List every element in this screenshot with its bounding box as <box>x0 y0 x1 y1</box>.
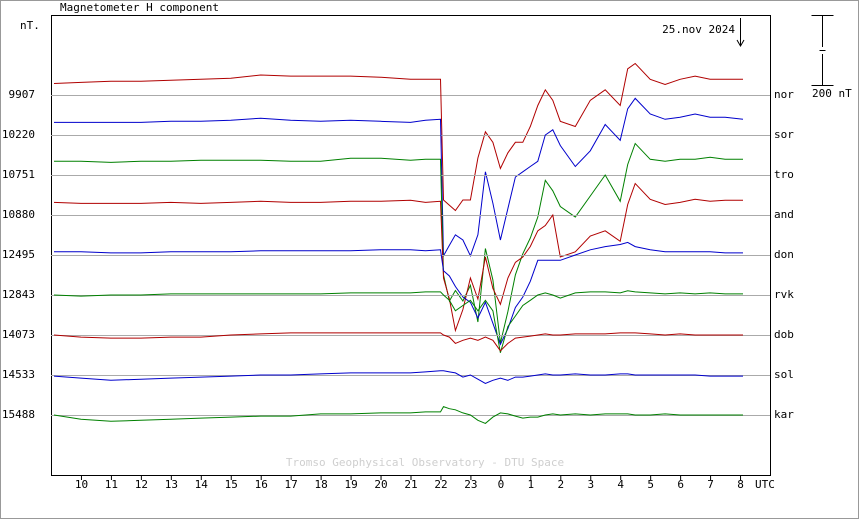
x-tick-label: 23 <box>464 478 477 491</box>
x-tick-label: 7 <box>707 478 714 491</box>
x-tick-label: 6 <box>677 478 684 491</box>
station-trace <box>54 241 743 346</box>
x-tick-label: 15 <box>225 478 238 491</box>
station-trace <box>53 332 743 352</box>
x-tick-label: 22 <box>434 478 447 491</box>
baseline-label: 15488 <box>2 408 35 421</box>
station-trace <box>53 370 743 384</box>
x-tick-label: 20 <box>374 478 387 491</box>
x-tick-label: 0 <box>498 478 505 491</box>
credit: Tromso Geophysical Observatory - DTU Spa… <box>286 456 564 469</box>
station-trace <box>54 142 743 344</box>
x-tick-label: 13 <box>165 478 178 491</box>
x-tick-label: 10 <box>75 478 88 491</box>
x-tick-label: 16 <box>255 478 268 491</box>
baseline-label: 12843 <box>2 288 35 301</box>
x-tick-label: 1 <box>528 478 535 491</box>
baseline-label: 10751 <box>2 168 35 181</box>
station-label: dob <box>774 328 794 341</box>
x-tick-label: 4 <box>617 478 624 491</box>
station-label: sor <box>774 128 794 141</box>
scale-bar <box>811 15 834 86</box>
station-label: and <box>774 208 794 221</box>
baseline-label: 10880 <box>2 208 35 221</box>
baseline-label: 14533 <box>2 368 35 381</box>
x-tick-label: 17 <box>285 478 298 491</box>
station-label: kar <box>774 408 794 421</box>
station-label: sol <box>774 368 794 381</box>
station-label: don <box>774 248 794 261</box>
chart-title: Magnetometer H component <box>60 1 219 14</box>
baseline-label: 14073 <box>2 328 35 341</box>
x-tick-label: 12 <box>135 478 148 491</box>
x-tick-label: 8 <box>737 478 744 491</box>
station-trace <box>54 97 744 258</box>
station-label: tro <box>774 168 794 181</box>
x-tick-label: 3 <box>587 478 594 491</box>
x-tick-label: 14 <box>195 478 209 491</box>
station-trace <box>53 405 743 424</box>
station-trace <box>53 290 743 353</box>
date-arrow-head <box>736 39 745 47</box>
x-tick-label: 11 <box>105 478 118 491</box>
station-trace <box>53 62 743 212</box>
station-trace <box>53 182 743 333</box>
station-label: nor <box>774 88 794 101</box>
x-unit: UTC <box>755 478 775 491</box>
station-label: rvk <box>774 288 794 301</box>
baseline-label: 10220 <box>2 128 35 141</box>
x-tick-label: 5 <box>647 478 654 491</box>
baseline-label: 9907 <box>9 88 36 101</box>
x-tick-label: 2 <box>557 478 564 491</box>
date-label: 25.nov 2024 <box>662 23 735 36</box>
x-tick-label: 18 <box>315 478 328 491</box>
x-tick-label: 19 <box>344 478 357 491</box>
baseline-label: 12495 <box>2 248 35 261</box>
y-unit: nT. <box>20 19 40 32</box>
x-tick-label: 21 <box>404 478 417 491</box>
scale-bar-label: 200 nT <box>812 87 852 100</box>
